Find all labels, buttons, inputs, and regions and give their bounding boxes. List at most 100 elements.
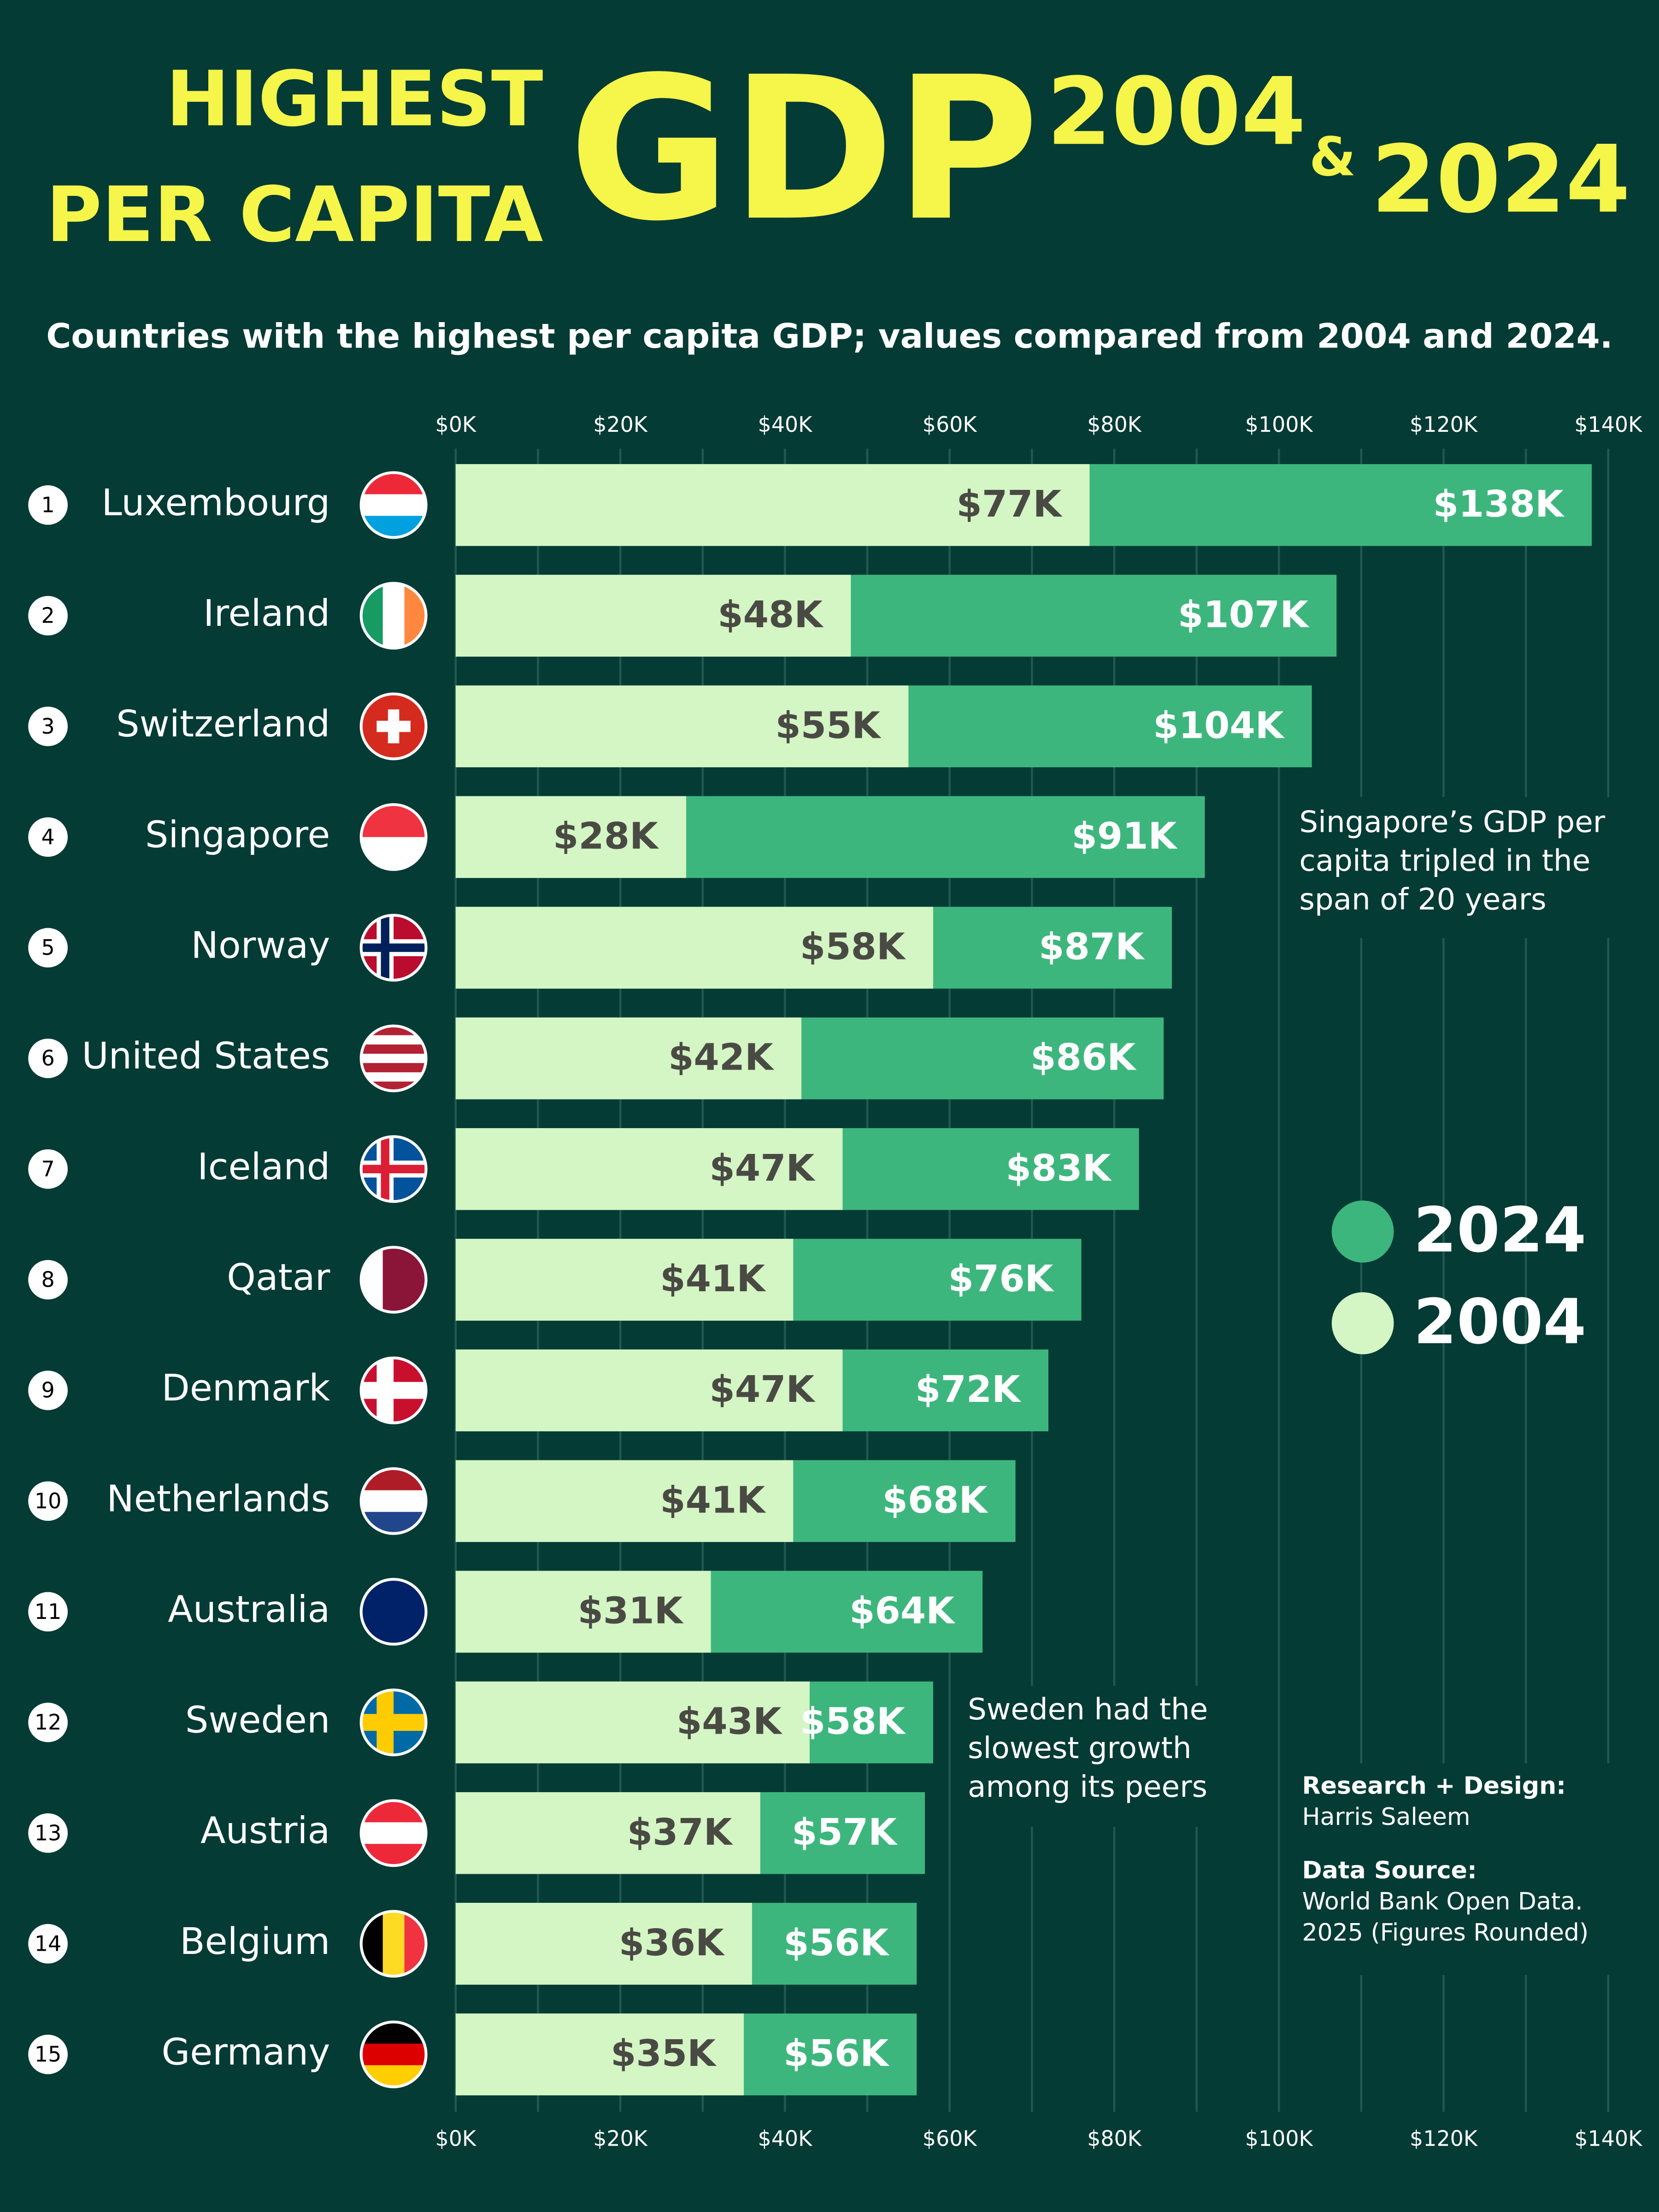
value-label: $86K (1030, 1036, 1137, 1079)
category-label: Australia (168, 1588, 330, 1630)
bar (455, 1128, 843, 1210)
bar (455, 2013, 744, 2095)
bar (455, 464, 1090, 546)
annotation: among its peers (968, 1770, 1207, 1804)
rank-badge (28, 1481, 68, 1521)
category-label: Singapore (145, 813, 330, 856)
x-tick-label: $20K (593, 412, 648, 437)
bar (455, 1571, 711, 1653)
value-label: $83K (1006, 1147, 1112, 1189)
value-label: $56K (783, 2032, 890, 2075)
flag-stripe (361, 2043, 426, 2066)
flag-stripe (361, 1822, 426, 1845)
title-year: 2024 (1371, 125, 1630, 234)
flag-border (359, 1688, 428, 1757)
rank-number: 8 (41, 1267, 54, 1292)
bar (455, 1239, 794, 1321)
value-label: $68K (882, 1478, 989, 1521)
category-label: Denmark (162, 1366, 330, 1409)
bar (455, 1681, 810, 1764)
flag-cross (381, 915, 389, 980)
value-label: $56K (783, 1921, 890, 1964)
x-tick-label: $40K (758, 412, 813, 437)
rank-badge (28, 817, 68, 857)
flag-stripe (361, 1490, 426, 1513)
flag-border (359, 1910, 428, 1978)
value-label: $72K (915, 1368, 1022, 1411)
rank-badge (28, 1924, 68, 1964)
flag-border (359, 914, 428, 982)
rank-number: 1 (41, 492, 54, 517)
rank-badge (28, 1813, 68, 1853)
rank-badge (28, 706, 68, 747)
x-tick-label: $0K (435, 412, 477, 437)
rank-number: 2 (41, 603, 54, 628)
flag-stripe (361, 494, 426, 517)
flag (361, 1358, 426, 1423)
rank-number: 5 (41, 935, 54, 960)
annotation: slowest growth (968, 1731, 1191, 1765)
flag-cross (381, 1690, 389, 1755)
flag-cross (388, 709, 400, 743)
flag-border (359, 803, 428, 871)
rank-badge (28, 485, 68, 525)
flag (361, 1690, 426, 1755)
category-label: Ireland (203, 592, 330, 635)
subtitle: Countries with the highest per capita GD… (46, 317, 1612, 356)
value-label: $76K (948, 1257, 1054, 1300)
credit-heading: Research + Design: (1302, 1772, 1566, 1800)
bar (455, 1460, 794, 1542)
value-label: $42K (668, 1036, 775, 1079)
x-tick-label: $80K (1087, 2126, 1142, 2151)
annotation: span of 20 years (1299, 882, 1546, 917)
category-label: Belgium (180, 1920, 330, 1963)
value-label: $57K (792, 1811, 898, 1853)
credits-bg (1289, 1763, 1642, 1975)
flag (361, 1800, 426, 1866)
value-label: $107K (1178, 593, 1310, 636)
flag-cross (361, 1718, 426, 1727)
x-tick-label: $100K (1245, 2126, 1314, 2151)
category-label: Germany (162, 2030, 330, 2073)
flag (361, 1136, 426, 1202)
bar (455, 685, 909, 768)
annotation: capita tripled in the (1299, 844, 1590, 878)
flag-border (359, 1467, 428, 1535)
title-big: GDP (569, 35, 1040, 265)
value-label: $58K (800, 1700, 906, 1743)
credit-text: World Bank Open Data. (1302, 1888, 1583, 1916)
flag-cross (381, 1136, 389, 1202)
flag-stripe (361, 1044, 426, 1055)
legend-label: 2004 (1413, 1286, 1586, 1358)
flag-stripe (382, 583, 406, 648)
annotation-bg (956, 1686, 1211, 1827)
rank-number: 3 (41, 714, 54, 739)
bar (455, 1903, 752, 1985)
x-tick-label: $20K (593, 2126, 648, 2151)
bar (455, 1792, 760, 1874)
flag-cross (381, 1358, 389, 1423)
title-year: 2004 (1047, 57, 1306, 166)
credit-text: 2025 (Figures Rounded) (1302, 1919, 1589, 1947)
x-tick-label: $60K (923, 2126, 978, 2151)
x-tick-label: $60K (923, 412, 978, 437)
legend-swatch (1331, 1292, 1394, 1354)
category-label: Luxembourg (101, 481, 330, 524)
rank-number: 6 (41, 1046, 54, 1071)
credit-heading: Data Source: (1302, 1857, 1477, 1884)
category-label: Norway (191, 924, 330, 966)
flag-border (359, 692, 428, 760)
flag-cross (361, 943, 426, 952)
flag (361, 1468, 426, 1534)
rank-badge (28, 1371, 68, 1410)
value-label: $47K (709, 1147, 816, 1189)
value-label: $47K (709, 1368, 816, 1411)
flag-border (359, 1246, 428, 1314)
x-tick-label: $40K (758, 2126, 813, 2151)
flag-stripe (361, 1072, 426, 1082)
flag-stripe (382, 1911, 406, 1977)
rank-badge (28, 928, 68, 968)
value-label: $36K (619, 1921, 725, 1964)
flag (361, 1026, 426, 1091)
value-label: $104K (1153, 704, 1285, 747)
